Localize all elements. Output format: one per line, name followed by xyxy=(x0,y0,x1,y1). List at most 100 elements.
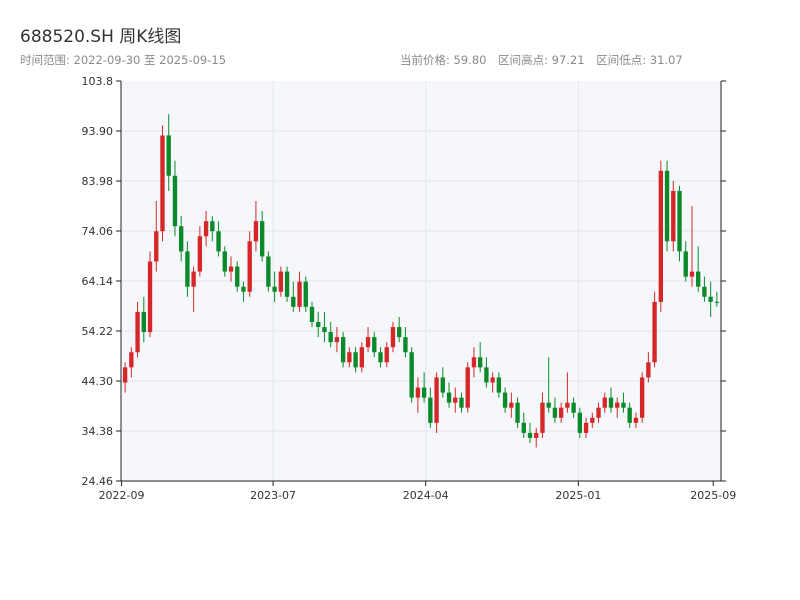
candle xyxy=(502,387,508,413)
y-tick-label: 103.8 xyxy=(82,75,114,88)
candle xyxy=(496,372,502,398)
candle xyxy=(534,427,539,448)
candle xyxy=(477,342,483,373)
candle-body xyxy=(421,387,427,398)
candle xyxy=(621,392,626,413)
candle xyxy=(185,241,190,297)
candle-body xyxy=(409,352,414,398)
candle xyxy=(210,216,215,242)
candle xyxy=(639,372,645,423)
current-price-label: 当前价格: 59.80 xyxy=(400,53,487,67)
candle-body xyxy=(384,347,389,363)
candle-body xyxy=(646,362,651,378)
candle xyxy=(527,422,533,443)
grid-lines xyxy=(121,81,721,481)
candle xyxy=(172,160,178,237)
candle-body xyxy=(627,407,632,423)
candle xyxy=(322,311,327,343)
candle xyxy=(453,387,458,413)
candle-body xyxy=(490,377,495,383)
candle-body xyxy=(509,402,514,408)
candle xyxy=(247,231,252,297)
candle xyxy=(714,291,720,307)
candle-body xyxy=(328,332,333,343)
x-tick-label: 2024-04 xyxy=(403,489,449,502)
candle-body xyxy=(309,306,315,322)
candle xyxy=(583,417,589,438)
candle xyxy=(521,412,526,438)
price-stats: 当前价格: 59.80 区间高点: 97.21 区间低点: 31.07 xyxy=(400,52,683,68)
y-tick-label: 24.46 xyxy=(82,475,114,488)
candle xyxy=(509,392,514,418)
candle xyxy=(253,200,259,252)
candle-body xyxy=(459,397,464,408)
candle xyxy=(658,160,664,312)
candle-body xyxy=(540,402,545,433)
candle-body xyxy=(353,352,358,368)
candle-body xyxy=(359,347,365,368)
candle-body xyxy=(284,271,290,297)
candle-body xyxy=(502,392,508,408)
candle xyxy=(309,301,315,328)
candle xyxy=(216,221,221,257)
candle-body xyxy=(147,261,153,333)
candle xyxy=(546,357,551,413)
candle xyxy=(403,327,408,358)
candle-body xyxy=(378,352,383,363)
candle-body xyxy=(122,367,128,383)
candle-body xyxy=(191,271,196,287)
candle-body xyxy=(714,301,720,303)
candle xyxy=(671,180,676,252)
candle xyxy=(316,311,321,338)
y-tick-label: 34.38 xyxy=(82,425,114,438)
candle-body xyxy=(135,311,140,353)
candle xyxy=(540,392,545,438)
candle xyxy=(390,321,396,353)
candle-body xyxy=(365,337,371,348)
candle xyxy=(652,291,657,368)
candle xyxy=(178,216,184,262)
candle xyxy=(353,347,358,373)
candle-body xyxy=(278,271,284,292)
candle xyxy=(558,402,564,423)
candle-body xyxy=(334,337,340,343)
candle xyxy=(683,241,688,282)
candle xyxy=(141,296,146,343)
candle-body xyxy=(683,251,688,277)
candle-body xyxy=(210,221,215,232)
y-tick-label: 64.14 xyxy=(82,275,114,288)
chart-title: 688520.SH 周K线图 xyxy=(20,27,182,47)
candle xyxy=(278,266,284,297)
candle-body xyxy=(303,281,308,307)
candle-body xyxy=(197,236,203,272)
candle-body xyxy=(558,407,564,418)
candle-body xyxy=(453,397,458,403)
candle xyxy=(696,246,701,292)
candle-body xyxy=(340,337,346,363)
candle-body xyxy=(185,251,190,287)
y-tick-label: 74.06 xyxy=(82,225,114,238)
candle-body xyxy=(446,392,452,403)
candle xyxy=(235,261,240,292)
y-tick-label: 44.30 xyxy=(82,375,114,388)
candle-body xyxy=(316,321,321,328)
candle-body xyxy=(154,231,159,262)
candle-body xyxy=(552,407,558,418)
candle xyxy=(702,276,707,302)
candle xyxy=(135,301,140,358)
candle-body xyxy=(702,286,707,297)
candle-body xyxy=(515,402,520,423)
candle xyxy=(484,357,489,388)
candle-body xyxy=(141,311,146,333)
candle xyxy=(203,211,209,247)
candle xyxy=(160,125,165,242)
candle xyxy=(608,387,614,413)
candle-body xyxy=(521,422,526,433)
candle-body xyxy=(390,327,396,348)
candle xyxy=(129,347,134,378)
candle xyxy=(465,362,470,413)
candle xyxy=(147,251,153,338)
candle-body xyxy=(228,266,234,272)
candle-body xyxy=(639,377,645,418)
candle-body xyxy=(178,226,184,252)
